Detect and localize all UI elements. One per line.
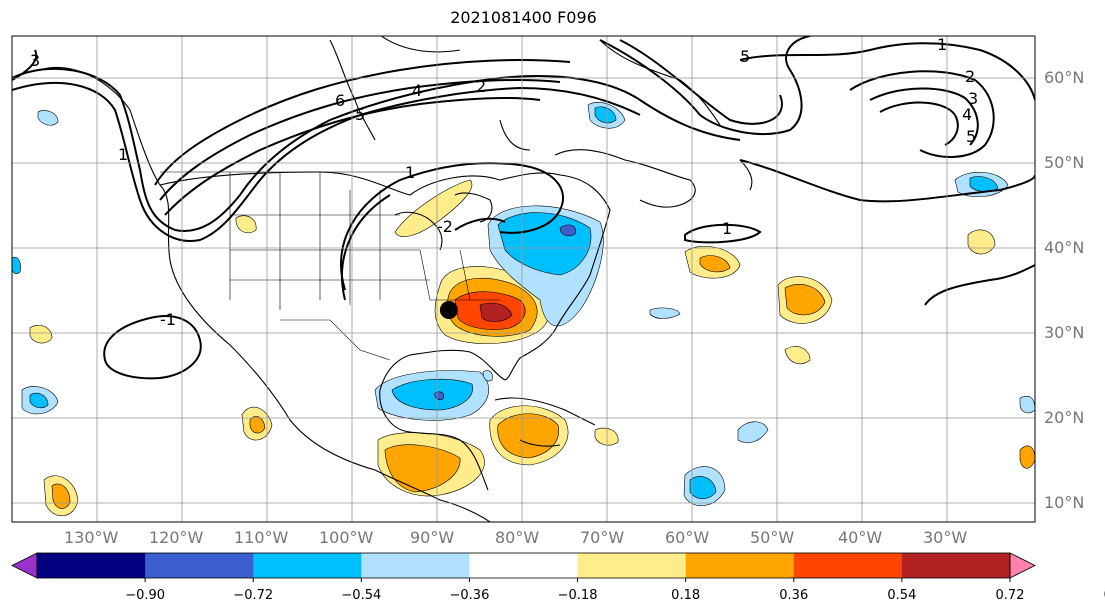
lat-label: 30°N: [1044, 323, 1085, 342]
colorbar-bin: [901, 553, 1011, 578]
colorbar-tick-label: 0.36: [779, 588, 809, 603]
contour-lines: [12, 36, 1035, 380]
colorbar-bin: [145, 553, 254, 578]
lon-label: 50°W: [750, 528, 795, 547]
contour-label: 4: [962, 105, 972, 124]
colorbar-bin: [685, 553, 795, 578]
lon-label: 120°W: [149, 528, 204, 547]
lon-label: 70°W: [580, 528, 625, 547]
location-marker: [439, 301, 458, 319]
contour-label: 5: [966, 127, 976, 146]
contour-label: 1: [118, 145, 128, 164]
contour-label: 5: [355, 105, 365, 124]
lon-label: 80°W: [495, 528, 540, 547]
lon-label: 130°W: [64, 528, 119, 547]
contour-label: 2: [965, 67, 975, 86]
colorbar-tick-label: −0.90: [125, 588, 166, 603]
colorbar-tick-label: −0.54: [341, 588, 382, 603]
colorbar-tick-label: −0.18: [557, 588, 598, 603]
contour-label: 4: [412, 81, 422, 100]
borders: [160, 171, 500, 361]
colorbar: [11, 552, 1036, 582]
colorbar-bin: [361, 553, 470, 578]
map-title: 2021081400 F096: [450, 8, 597, 27]
colorbar-extend-high: [1009, 552, 1036, 579]
contour-label: -2: [437, 217, 453, 236]
colorbar-tick-label: 0.90: [1098, 588, 1105, 603]
colorbar-tick-label: 0.72: [995, 588, 1025, 603]
coastlines: [39, 36, 753, 522]
lat-label: 20°N: [1044, 408, 1085, 427]
map-frame: [11, 35, 1036, 523]
lon-label: 40°W: [838, 528, 883, 547]
contour-label: 1: [937, 35, 947, 54]
lon-label: 30°W: [923, 528, 968, 547]
contour-label: 6: [335, 91, 345, 110]
lon-label: 60°W: [665, 528, 710, 547]
lat-label: 40°N: [1044, 238, 1085, 257]
lat-label: 10°N: [1044, 493, 1085, 512]
colorbar-bin: [253, 553, 362, 578]
contour-label: -1: [160, 310, 176, 329]
lon-label: 100°W: [319, 528, 374, 547]
lon-label: 110°W: [234, 528, 289, 547]
anomaly-shading: [12, 101, 1035, 516]
contour-label: 5: [740, 47, 750, 66]
colorbar-tick-label: 0.54: [887, 588, 917, 603]
colorbar-extend-low: [11, 552, 38, 579]
gridlines: [12, 36, 1035, 522]
colorbar-outline: [36, 552, 1011, 579]
colorbar-bin: [793, 553, 903, 578]
contour-label: 3: [30, 51, 40, 70]
contour-label: 3: [968, 89, 978, 108]
colorbar-bin: [469, 553, 579, 578]
colorbar-bin: [37, 553, 146, 578]
contour-label: 2: [476, 77, 486, 96]
contour-label: 1: [722, 219, 732, 238]
colorbar-tick-label: −0.72: [233, 588, 274, 603]
contour-labels: 3 4 5 6 2 1 -2 -1 1 2 3 4 5 1 1 5: [30, 35, 978, 329]
lat-label: 60°N: [1044, 68, 1085, 87]
colorbar-tick-label: 0.18: [671, 588, 701, 603]
lat-label: 50°N: [1044, 153, 1085, 172]
contour-label: 1: [405, 163, 415, 182]
colorbar-tick-label: −0.36: [449, 588, 490, 603]
lon-label: 90°W: [410, 528, 455, 547]
colorbar-bin: [577, 553, 687, 578]
